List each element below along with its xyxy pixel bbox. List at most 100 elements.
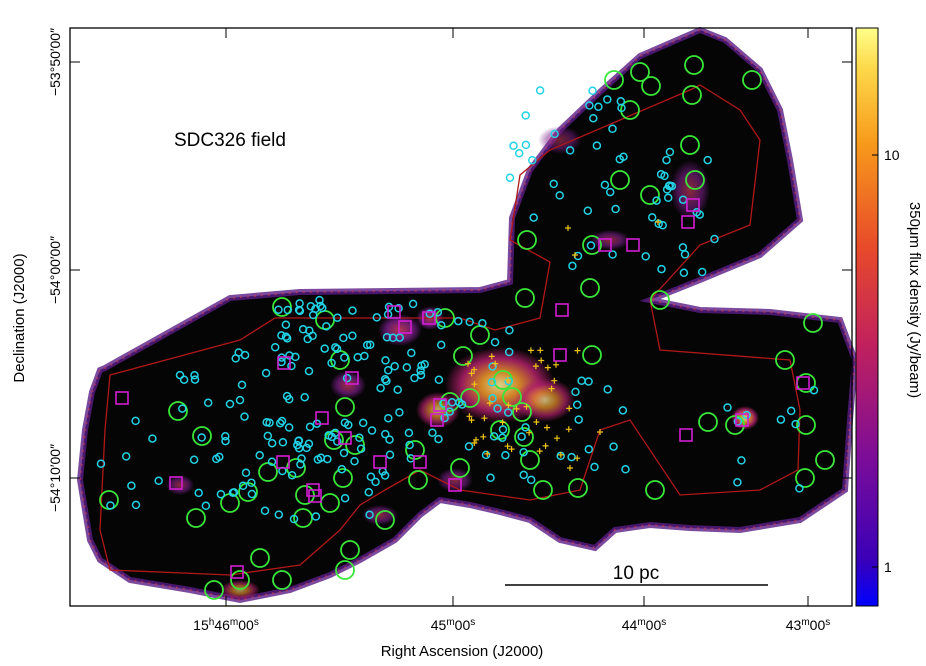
source-plus-marker [536,448,543,455]
source-plus-marker [504,443,511,450]
colorbar: 10 1 350μm flux density (Jy/beam) [855,27,923,607]
protostellar-source-circle [323,454,332,464]
source-plus-marker [465,360,471,367]
protostellar-source-circle [393,385,402,394]
protostellar-source-circle [521,140,531,150]
protostellar-source-circle [647,213,657,222]
compact-source-circle [682,85,702,105]
protostellar-source-circle [225,399,235,409]
protostellar-source-circle [574,415,583,424]
compact-source-circle [725,415,745,435]
protostellar-source-circle [609,442,618,451]
protostellar-source-circle [402,363,412,372]
protostellar-source-circle [478,319,487,328]
compact-source-circle [186,508,206,528]
protostellar-source-circle [394,304,403,313]
protostellar-source-circle [395,408,404,417]
protostellar-source-circle [189,455,199,464]
source-plus-marker [537,347,544,354]
source-plus-marker [554,435,560,442]
source-square [115,391,129,405]
source-plus-marker [492,360,499,367]
protostellar-source-circle [340,353,349,362]
protostellar-source-circle [723,403,732,412]
colorbar-tick-1: 1 [884,559,892,575]
compact-source-circle [272,297,292,317]
protostellar-source-circle [680,250,690,259]
compact-source-circle [514,427,534,447]
protostellar-source-circle [296,460,305,469]
source-square [230,565,244,579]
protostellar-source-circle [465,317,474,327]
protostellar-source-circle [385,450,395,459]
protostellar-source-circle [529,213,538,222]
compact-source-circle [515,288,535,308]
protostellar-source-circle [608,250,617,259]
protostellar-source-circle [364,487,374,497]
protostellar-source-circle [148,434,157,443]
compact-source-circle [640,185,660,205]
protostellar-source-circle [619,152,628,161]
source-plus-marker [532,363,539,370]
source-square [553,348,567,362]
protostellar-source-circle [348,331,357,340]
protostellar-source-circle [486,473,495,483]
protostellar-source-circle [260,506,270,516]
protostellar-source-circle [382,332,392,342]
ra-tick-labels: 15h46m00s 45m00s 44m00s 43m00s [193,617,830,633]
source-square [681,215,695,229]
compact-source-circle [502,387,522,407]
protostellar-source-circle [440,413,449,423]
protostellar-source-circle [621,465,630,474]
protostellar-source-circle [178,404,187,413]
protostellar-source-circle [454,316,463,326]
protostellar-source-circle [526,475,536,485]
compact-source-circle [408,470,428,490]
x-axis-title: Right Ascension (J2000) [381,643,544,660]
source-plus-marker [484,450,491,457]
source-markers [96,55,835,600]
protostellar-source-circle [776,415,786,424]
coverage-region [76,26,859,604]
protostellar-source-circle [376,383,385,393]
protostellar-source-circle [381,429,390,439]
protostellar-source-circle [367,426,377,435]
protostellar-source-circle [263,431,273,441]
protostellar-source-circle [521,423,530,432]
compact-source-circle [815,450,835,470]
source-square [413,455,427,469]
source-square [398,320,412,334]
compact-source-circle [520,450,540,470]
protostellar-source-circle [255,451,264,460]
protostellar-source-circle [229,488,239,497]
compact-source-circle [192,426,212,446]
dec-ticks [70,61,852,479]
protostellar-source-circle [190,371,199,380]
protostellar-source-circle [365,510,374,520]
source-plus-marker [473,436,479,443]
source-plus-marker [527,347,534,354]
compact-source-circle [324,430,344,450]
protostellar-source-circle [535,86,545,95]
protostellar-source-circle [390,362,399,371]
compact-source-circle [320,493,340,513]
protostellar-source-circle [603,385,612,394]
protostellar-source-circle [658,220,667,230]
protostellar-source-circle [362,340,372,350]
protostellar-source-circle [277,331,286,340]
source-plus-marker [566,405,573,412]
protostellar-source-circle [568,261,577,271]
protostellar-source-circle [277,416,287,426]
protostellar-source-circle [348,306,357,315]
protostellar-source-circle [241,468,251,478]
source-plus-marker [504,376,511,383]
field-label: SDC326 field [174,130,286,151]
protostellar-source-circle [657,264,666,274]
protostellar-source-circle [294,305,304,315]
protostellar-source-circle [487,378,497,387]
compact-source-circle [340,540,360,560]
protostellar-source-circle [481,450,491,460]
source-plus-marker [466,413,473,420]
protostellar-source-circle [247,489,257,499]
protostellar-source-circle [270,342,280,352]
